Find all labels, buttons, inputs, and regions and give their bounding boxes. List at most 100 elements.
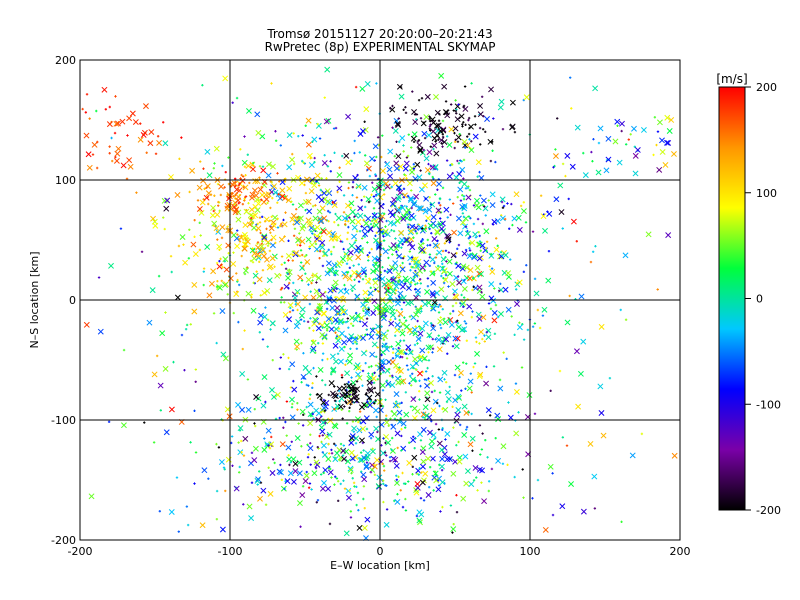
data-point-x [390, 276, 397, 283]
data-point-x [239, 370, 246, 377]
data-point-plus [284, 211, 287, 214]
data-point-plus [437, 305, 440, 308]
data-point-plus [339, 442, 343, 446]
data-point-plus [213, 162, 216, 165]
data-point-x [363, 464, 370, 470]
data-point-x [242, 435, 249, 442]
data-point-plus [260, 242, 263, 245]
data-point-plus [472, 479, 476, 482]
data-point-x [387, 148, 394, 155]
data-point-x [305, 276, 312, 283]
data-point-x [472, 231, 479, 238]
data-point-plus [414, 288, 417, 291]
data-point-plus [193, 482, 196, 485]
y-tick-label: 200 [55, 54, 76, 67]
data-point-plus [177, 530, 180, 533]
data-point-x [293, 250, 300, 256]
data-point-plus [480, 481, 483, 484]
data-point-x [355, 272, 362, 279]
data-point-plus [340, 376, 344, 379]
data-point-x [119, 118, 126, 125]
data-point-x [473, 202, 480, 209]
data-point-plus [282, 353, 285, 356]
data-point-plus [499, 282, 502, 286]
data-point-plus [297, 134, 300, 138]
data-point-plus [292, 281, 295, 285]
data-point-plus [472, 204, 476, 207]
data-point-x [455, 407, 462, 413]
data-point-x [351, 233, 358, 240]
plot-frame [79, 59, 681, 541]
data-point-x [431, 299, 438, 306]
data-point-x [461, 181, 468, 188]
data-point-x [417, 146, 424, 153]
data-point-plus [369, 399, 372, 403]
data-point-plus [446, 216, 449, 219]
data-point-plus [437, 334, 440, 337]
data-point-plus [296, 401, 299, 405]
data-point-x [372, 261, 379, 268]
data-point-x [367, 290, 374, 297]
data-point-x [592, 85, 599, 92]
data-point-x [371, 255, 378, 262]
data-point-plus [249, 259, 253, 263]
data-point-plus [462, 296, 466, 299]
data-point-plus [340, 373, 344, 377]
data-point-plus [346, 231, 350, 234]
data-point-x [365, 278, 372, 285]
data-point-plus [373, 463, 377, 467]
data-point-plus [384, 342, 388, 346]
data-point-plus [334, 331, 337, 334]
data-point-x [466, 253, 473, 260]
data-point-x [211, 220, 218, 227]
data-point-plus [343, 222, 347, 226]
data-point-x [393, 362, 399, 369]
data-point-x [354, 386, 361, 393]
data-point-x [309, 347, 316, 354]
data-point-plus [465, 362, 468, 365]
data-point-x [319, 244, 326, 251]
data-point-plus [655, 143, 658, 147]
data-point-plus [429, 203, 433, 206]
data-point-plus [400, 427, 403, 431]
data-point-plus [433, 272, 436, 276]
data-point-plus [327, 248, 330, 252]
data-point-plus [342, 194, 346, 197]
data-point-x [282, 327, 289, 334]
data-point-plus [172, 360, 175, 364]
data-point-x [324, 270, 331, 277]
data-point-plus [453, 131, 456, 135]
data-point-plus [301, 253, 304, 257]
data-point-x [468, 147, 475, 154]
data-point-plus [237, 471, 241, 474]
data-point-plus [306, 320, 310, 324]
data-point-x [389, 200, 396, 207]
data-point-x [235, 216, 242, 223]
data-point-x [390, 242, 397, 249]
data-point-plus [418, 278, 422, 281]
data-point-x [199, 522, 206, 529]
data-point-plus [290, 440, 293, 443]
data-point-plus [389, 107, 392, 110]
data-point-plus [377, 290, 380, 293]
data-point-plus [368, 174, 372, 178]
data-point-x [356, 427, 363, 434]
y-tick-label: 0 [69, 294, 76, 307]
data-point-plus [477, 275, 480, 278]
data-point-plus [157, 274, 161, 278]
data-point-plus [382, 500, 385, 504]
data-point-plus [462, 361, 465, 364]
data-point-x [467, 378, 474, 385]
data-point-x [268, 441, 275, 448]
data-point-plus [267, 444, 270, 447]
data-point-x [351, 269, 358, 276]
data-point-plus [372, 224, 375, 228]
data-point-plus [478, 234, 481, 238]
data-point-x [162, 140, 169, 147]
data-point-plus [453, 373, 457, 377]
data-point-x [115, 145, 122, 152]
data-point-plus [108, 152, 111, 155]
data-point-x [460, 278, 467, 285]
data-point-x [355, 364, 362, 371]
data-point-x [168, 509, 175, 515]
